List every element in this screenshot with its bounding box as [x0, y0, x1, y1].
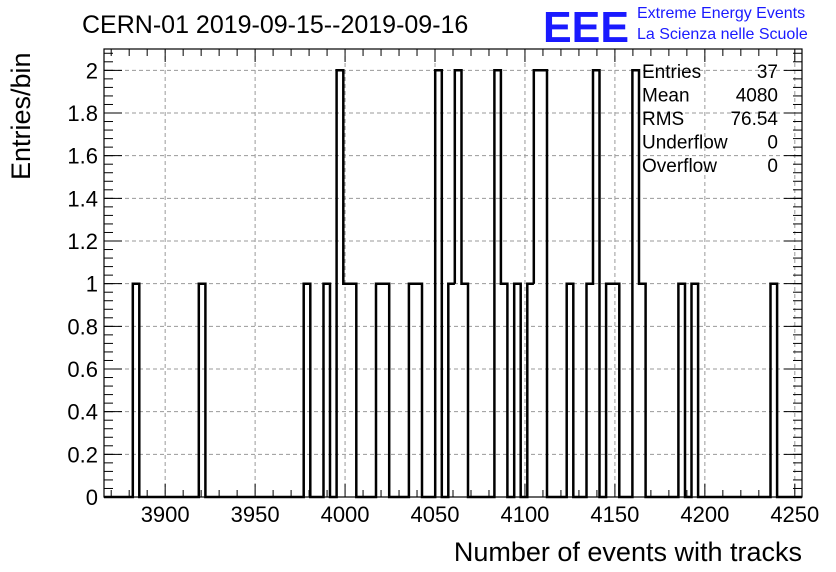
stats-label: RMS	[642, 109, 684, 130]
y-tick-label: 0	[86, 485, 98, 510]
eee-logo: EEE Extreme Energy Events La Scienza nel…	[543, 3, 808, 52]
y-tick-label: 0.6	[67, 357, 98, 382]
x-tick-label: 4200	[680, 502, 729, 527]
y-tick-label: 0.4	[67, 400, 98, 425]
y-tick-label: 1.2	[67, 229, 98, 254]
stats-value: 0	[767, 133, 778, 154]
logo-line-1: Extreme Energy Events	[637, 5, 805, 22]
x-tick-labels: 3900 3950 4000 4050 4100 4150 4200 4250	[141, 502, 820, 527]
y-tick-label: 1.8	[67, 101, 98, 126]
x-tick-label: 3950	[231, 502, 280, 527]
x-tick-label: 4150	[590, 502, 639, 527]
y-tick-labels: 0 0.2 0.4 0.6 0.8 1 1.2 1.4 1.6 1.8 2	[67, 58, 98, 510]
stats-value: 37	[757, 62, 778, 83]
x-axis-label: Number of events with tracks	[454, 537, 802, 567]
stats-label: Mean	[642, 86, 690, 107]
logo-line-2: La Scienza nelle Scuole	[637, 26, 808, 43]
axis-ticks	[104, 49, 802, 498]
y-tick-label: 1.4	[67, 186, 98, 211]
x-tick-label: 4000	[321, 502, 370, 527]
stats-label: Overflow	[642, 156, 717, 177]
stats-label: Entries	[642, 62, 701, 83]
histogram-outline	[104, 69, 802, 499]
stats-value: 76.54	[730, 109, 778, 130]
logo-letters: EEE	[543, 3, 629, 52]
chart-title: CERN-01 2019-09-15--2019-09-16	[82, 11, 468, 39]
x-tick-label: 3900	[141, 502, 190, 527]
x-tick-label: 4100	[500, 502, 549, 527]
y-tick-label: 0.2	[67, 442, 98, 467]
y-tick-label: 0.8	[67, 314, 98, 339]
y-tick-label: 1	[86, 272, 98, 297]
y-tick-label: 1.6	[67, 144, 98, 169]
x-tick-label: 4250	[770, 502, 819, 527]
y-axis-label: Entries/bin	[6, 52, 36, 180]
x-tick-label: 4050	[411, 502, 460, 527]
y-tick-label: 2	[86, 58, 98, 83]
stats-label: Underflow	[642, 133, 728, 154]
stats-value: 4080	[736, 86, 778, 107]
stats-value: 0	[767, 156, 778, 177]
